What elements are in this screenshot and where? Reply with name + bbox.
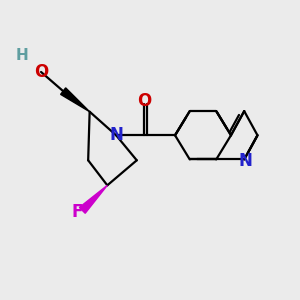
Polygon shape: [80, 185, 107, 213]
Text: O: O: [34, 63, 48, 81]
Text: O: O: [137, 92, 151, 110]
Polygon shape: [61, 88, 90, 112]
Text: F: F: [71, 203, 83, 221]
Text: H: H: [16, 48, 28, 63]
Text: N: N: [239, 152, 253, 170]
Text: N: N: [109, 126, 123, 144]
